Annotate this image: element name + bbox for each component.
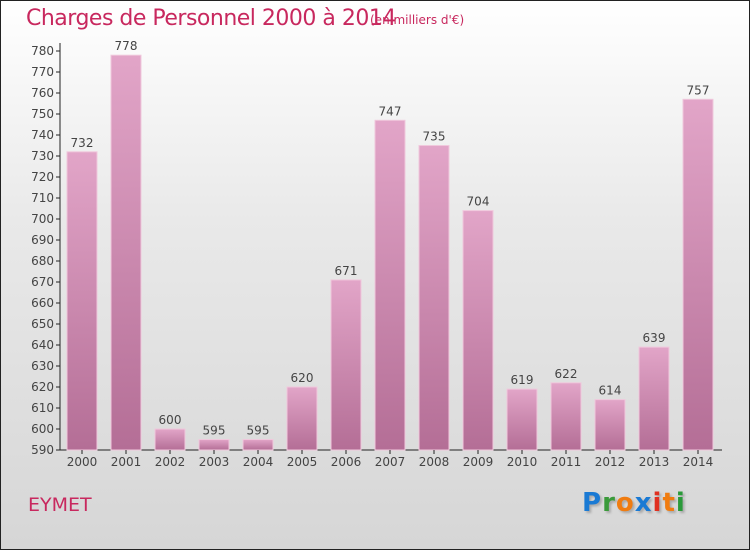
bar-2001 [110,54,142,451]
y-tick-label: 740 [31,128,54,142]
x-tick-label: 2010 [507,455,538,469]
y-tick-label: 760 [31,86,54,100]
bar-2012 [594,399,626,451]
y-tick-label: 660 [31,296,54,310]
chart-title: Charges de Personnel 2000 à 2014 [26,6,396,31]
bar-2007 [374,119,406,451]
data-label: 620 [291,371,314,385]
data-label: 619 [511,373,534,387]
x-tick-label: 2004 [243,455,274,469]
bar-2000 [66,151,98,451]
x-tick-label: 2006 [331,455,362,469]
y-tick-label: 610 [31,401,54,415]
data-label: 704 [467,195,490,209]
proxiti-logo: Proxiti [582,488,686,518]
x-tick-label: 2013 [639,455,670,469]
data-label: 614 [599,384,622,398]
data-label: 757 [687,83,710,97]
bar-2014 [682,98,714,451]
bar-2010 [506,388,538,451]
x-tick-label: 2011 [551,455,582,469]
x-tick-label: 2001 [111,455,142,469]
data-label: 595 [203,424,226,438]
town-name: EYMET [28,494,92,516]
bar-2006 [330,279,362,451]
data-label: 639 [643,331,666,345]
data-label: 600 [159,413,182,427]
bar-2005 [286,386,318,451]
data-label: 732 [71,136,94,150]
y-tick-label: 680 [31,254,54,268]
x-tick-label: 2009 [463,455,494,469]
x-tick-label: 2005 [287,455,318,469]
y-tick-label: 600 [31,422,54,436]
x-tick-label: 2003 [199,455,230,469]
bar-2002 [154,428,186,451]
data-label: 735 [423,130,446,144]
x-tick-label: 2000 [67,455,98,469]
x-tick-label: 2008 [419,455,450,469]
y-tick-label: 630 [31,359,54,373]
x-tick-label: 2012 [595,455,626,469]
data-label: 747 [379,104,402,118]
y-tick-label: 770 [31,65,54,79]
y-tick-label: 710 [31,191,54,205]
y-tick-label: 620 [31,380,54,394]
y-tick-label: 730 [31,149,54,163]
x-tick-label: 2007 [375,455,406,469]
y-tick-label: 590 [31,443,54,457]
y-tick-label: 780 [31,44,54,58]
x-tick-label: 2014 [683,455,714,469]
bar-2004 [242,439,274,451]
bar-2013 [638,346,670,451]
y-tick-label: 720 [31,170,54,184]
data-label: 595 [247,424,270,438]
y-tick-label: 700 [31,212,54,226]
bar-2008 [418,145,450,451]
y-tick-label: 690 [31,233,54,247]
y-tick-label: 650 [31,317,54,331]
data-label: 778 [115,39,138,53]
data-label: 622 [555,367,578,381]
bar-2009 [462,210,494,451]
chart-unit: (en milliers d'€) [370,13,465,27]
y-tick-label: 750 [31,107,54,121]
x-tick-label: 2002 [155,455,186,469]
y-tick-label: 640 [31,338,54,352]
data-label: 671 [335,264,358,278]
y-tick-label: 670 [31,275,54,289]
bar-2003 [198,439,230,451]
bar-2011 [550,382,582,451]
